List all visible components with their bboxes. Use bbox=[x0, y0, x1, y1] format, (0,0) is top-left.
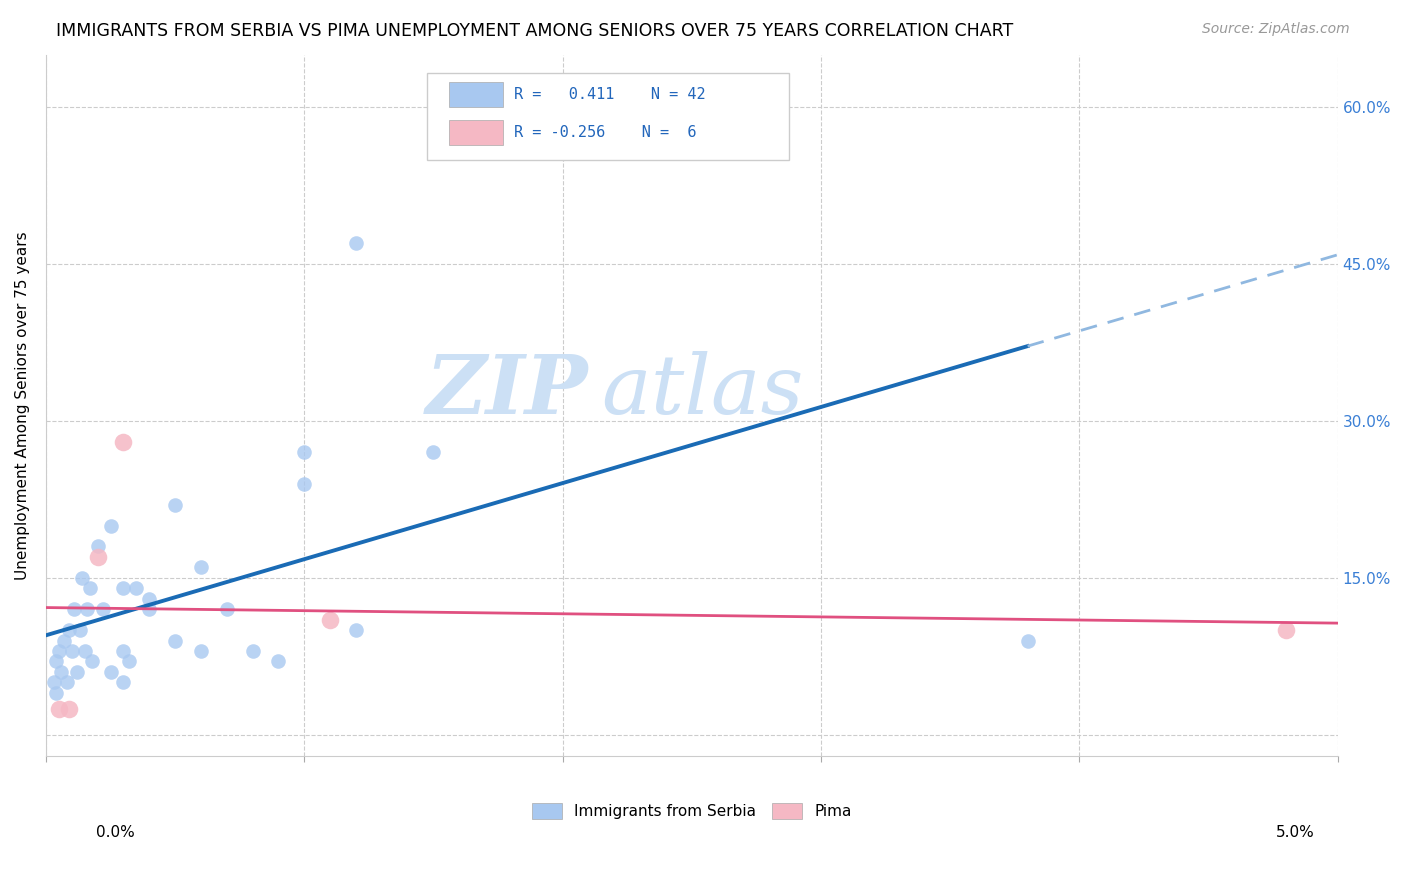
Text: atlas: atlas bbox=[602, 351, 804, 432]
Point bbox=[292, 476, 315, 491]
Point bbox=[79, 582, 101, 596]
Text: 5.0%: 5.0% bbox=[1275, 825, 1315, 840]
Y-axis label: Unemployment Among Seniors over 75 years: Unemployment Among Seniors over 75 years bbox=[15, 231, 30, 580]
Point bbox=[112, 675, 135, 690]
Point bbox=[138, 591, 160, 606]
Point bbox=[190, 644, 212, 658]
Point bbox=[215, 602, 238, 616]
Point bbox=[319, 613, 342, 627]
Point bbox=[45, 655, 67, 669]
Point bbox=[344, 236, 367, 251]
Text: IMMIGRANTS FROM SERBIA VS PIMA UNEMPLOYMENT AMONG SENIORS OVER 75 YEARS CORRELAT: IMMIGRANTS FROM SERBIA VS PIMA UNEMPLOYM… bbox=[56, 22, 1014, 40]
Point bbox=[100, 665, 122, 679]
Point bbox=[55, 675, 77, 690]
Point bbox=[190, 560, 212, 574]
Legend: Immigrants from Serbia, Pima: Immigrants from Serbia, Pima bbox=[526, 797, 858, 825]
Point bbox=[60, 644, 83, 658]
Point bbox=[48, 701, 70, 715]
Point bbox=[1017, 633, 1039, 648]
Point bbox=[69, 623, 91, 637]
Point bbox=[66, 665, 89, 679]
Point bbox=[58, 701, 80, 715]
Point bbox=[125, 582, 148, 596]
Point bbox=[117, 655, 139, 669]
Point bbox=[86, 540, 108, 554]
Text: R = -0.256    N =  6: R = -0.256 N = 6 bbox=[513, 125, 696, 140]
Point bbox=[63, 602, 86, 616]
Point bbox=[91, 602, 114, 616]
Point bbox=[112, 434, 135, 449]
Point bbox=[681, 132, 703, 146]
Point bbox=[242, 644, 264, 658]
Point bbox=[42, 675, 65, 690]
Point bbox=[51, 665, 73, 679]
Point bbox=[73, 644, 96, 658]
Point bbox=[48, 644, 70, 658]
Point bbox=[292, 445, 315, 459]
Text: Source: ZipAtlas.com: Source: ZipAtlas.com bbox=[1202, 22, 1350, 37]
FancyBboxPatch shape bbox=[449, 81, 503, 107]
Point bbox=[58, 623, 80, 637]
Point bbox=[422, 445, 444, 459]
Point bbox=[82, 655, 104, 669]
Point bbox=[112, 644, 135, 658]
Point bbox=[45, 686, 67, 700]
Point bbox=[138, 602, 160, 616]
Point bbox=[53, 633, 76, 648]
Text: 0.0%: 0.0% bbox=[96, 825, 135, 840]
Point bbox=[70, 571, 93, 585]
Point bbox=[1275, 623, 1298, 637]
Point bbox=[112, 582, 135, 596]
FancyBboxPatch shape bbox=[427, 72, 789, 161]
Text: ZIP: ZIP bbox=[426, 351, 589, 432]
FancyBboxPatch shape bbox=[449, 120, 503, 145]
Point bbox=[165, 498, 187, 512]
Text: R =   0.411    N = 42: R = 0.411 N = 42 bbox=[513, 87, 706, 102]
Point bbox=[267, 655, 290, 669]
Point bbox=[86, 549, 108, 564]
Point bbox=[100, 518, 122, 533]
Point bbox=[165, 633, 187, 648]
Point bbox=[344, 623, 367, 637]
Point bbox=[76, 602, 98, 616]
